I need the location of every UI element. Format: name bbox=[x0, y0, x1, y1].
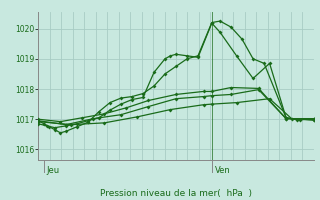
Text: Jeu: Jeu bbox=[47, 166, 60, 175]
Text: Pression niveau de la mer(  hPa  ): Pression niveau de la mer( hPa ) bbox=[100, 189, 252, 198]
Text: Ven: Ven bbox=[214, 166, 230, 175]
